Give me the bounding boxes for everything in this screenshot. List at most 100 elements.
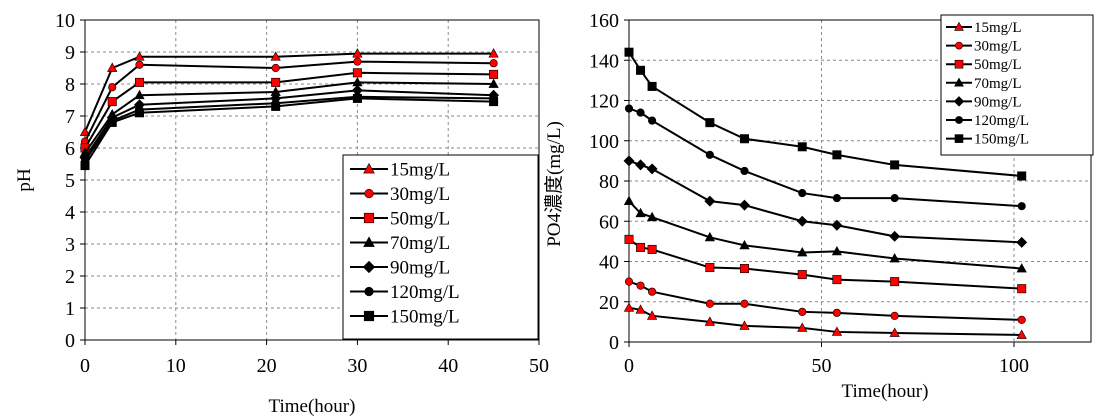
ph-chart: 0 10 20 30 40 50 0 1 2 3 4 5 6 7 8 9 10 Time(hour) pH 1… xyxy=(14,10,549,417)
po4-data-point xyxy=(796,215,808,227)
po4-data-point xyxy=(831,245,843,256)
po4-legend-marker xyxy=(955,116,963,124)
ph-legend-marker xyxy=(364,188,374,199)
ph-series-1 xyxy=(80,57,498,146)
po4-data-point xyxy=(739,199,750,211)
po4-legend: 15mg/L 30mg/L 50mg/L 70mg/L 90mg/L 120mg/L 150… xyxy=(940,14,1094,156)
ph-y-tick-label: 1 xyxy=(65,298,75,320)
po4-series-0 xyxy=(623,302,1027,339)
po4-data-point xyxy=(646,310,658,320)
po4-data-point xyxy=(739,320,750,330)
ph-data-point xyxy=(107,97,117,107)
po4-data-point xyxy=(832,275,842,285)
ph-legend: 15mg/L 30mg/L 50mg/L 70mg/L 90mg/L 120mg/L 150… xyxy=(342,154,539,340)
ph-legend-box xyxy=(342,154,539,340)
po4-data-point xyxy=(890,160,900,170)
po4-data-point xyxy=(889,327,900,337)
po4-data-point xyxy=(636,108,645,117)
po4-legend-label: 120mg/L xyxy=(974,113,1029,129)
ph-y-tick-label: 7 xyxy=(65,106,75,128)
po4-data-point xyxy=(740,299,749,308)
ph-x-tick-label: 20 xyxy=(257,355,277,377)
ph-x-tick-label: 10 xyxy=(166,355,186,377)
po4-data-point xyxy=(797,322,808,332)
po4-data-point xyxy=(624,277,634,286)
po4-data-point xyxy=(704,231,715,242)
po4-data-point xyxy=(704,195,716,207)
po4-legend-marker xyxy=(954,77,964,87)
po4-data-point xyxy=(704,316,715,326)
po4-x-tick-label: 50 xyxy=(812,355,832,377)
ph-y-tick-label: 8 xyxy=(65,74,75,96)
po4-data-point xyxy=(797,270,807,280)
po4-legend-marker xyxy=(954,134,964,143)
ph-series-line xyxy=(84,97,494,167)
ph-data-point xyxy=(352,93,362,103)
ph-series-line xyxy=(84,81,494,154)
ph-y-tick-label: 0 xyxy=(65,330,75,352)
ph-data-point xyxy=(135,60,144,69)
po4-data-point xyxy=(623,155,635,167)
po4-y-tick-label: 140 xyxy=(589,50,619,72)
po4-data-point xyxy=(798,188,807,198)
po4-y-tick-label: 20 xyxy=(599,292,619,314)
ph-data-point xyxy=(489,69,499,79)
po4-series xyxy=(623,47,1028,339)
po4-legend-label: 15mg/L xyxy=(974,20,1022,36)
ph-series-line xyxy=(84,89,494,159)
ph-data-point xyxy=(107,62,118,72)
po4-y-tick-label: 80 xyxy=(599,171,619,193)
po4-data-point xyxy=(624,47,634,57)
po4-y-tick-label: 100 xyxy=(589,131,619,153)
po4-data-point xyxy=(636,65,646,75)
ph-data-point xyxy=(79,126,91,136)
po4-data-point xyxy=(648,116,657,125)
ph-y-tick-label: 9 xyxy=(65,42,75,64)
po4-data-point xyxy=(705,299,714,308)
ph-series xyxy=(79,48,500,171)
ph-y-tick-label: 2 xyxy=(65,266,75,288)
po4-data-point xyxy=(797,142,807,152)
ph-y-tick-label: 5 xyxy=(65,170,75,192)
po4-data-point xyxy=(636,242,646,252)
po4-legend-label: 90mg/L xyxy=(974,94,1022,110)
po4-y-tick-label: 120 xyxy=(589,91,619,113)
po4-legend-label: 50mg/L xyxy=(974,57,1022,73)
ph-y-tick-label: 3 xyxy=(65,234,75,256)
po4-data-point xyxy=(739,134,749,144)
po4-data-point xyxy=(647,81,657,91)
po4-legend-label: 150mg/L xyxy=(974,132,1029,148)
ph-legend-label: 50mg/L xyxy=(390,208,450,229)
ph-legend-label: 150mg/L xyxy=(390,306,460,327)
ph-series-line xyxy=(84,95,494,162)
ph-legend-marker xyxy=(363,236,375,247)
po4-data-point xyxy=(623,195,635,205)
po4-data-point xyxy=(635,159,647,171)
ph-legend-marker xyxy=(363,162,375,174)
po4-data-point xyxy=(1016,263,1027,273)
ph-series-line xyxy=(84,60,494,143)
po4-series-5 xyxy=(624,104,1026,211)
ph-data-point xyxy=(353,57,362,66)
po4-data-point xyxy=(635,207,646,218)
ph-data-point xyxy=(271,101,281,111)
po4-data-point xyxy=(739,264,749,274)
po4-data-point xyxy=(1016,329,1027,339)
ph-y-tick-label: 6 xyxy=(65,138,75,160)
po4-data-point xyxy=(1017,315,1026,324)
po4-data-point xyxy=(646,211,658,222)
po4-data-point xyxy=(624,234,634,244)
po4-legend-box xyxy=(940,14,1094,156)
po4-data-point xyxy=(832,308,841,317)
ph-data-point xyxy=(489,97,499,107)
po4-legend-label: 30mg/L xyxy=(974,39,1022,55)
po4-data-point xyxy=(1017,284,1027,294)
po4-data-point xyxy=(889,253,900,263)
po4-data-point xyxy=(636,281,645,290)
ph-legend-label: 15mg/L xyxy=(390,159,450,180)
ph-x-tick-label: 40 xyxy=(438,355,458,377)
ph-data-point xyxy=(134,77,144,87)
ph-series-6 xyxy=(80,93,499,171)
ph-legend-marker xyxy=(363,310,375,322)
